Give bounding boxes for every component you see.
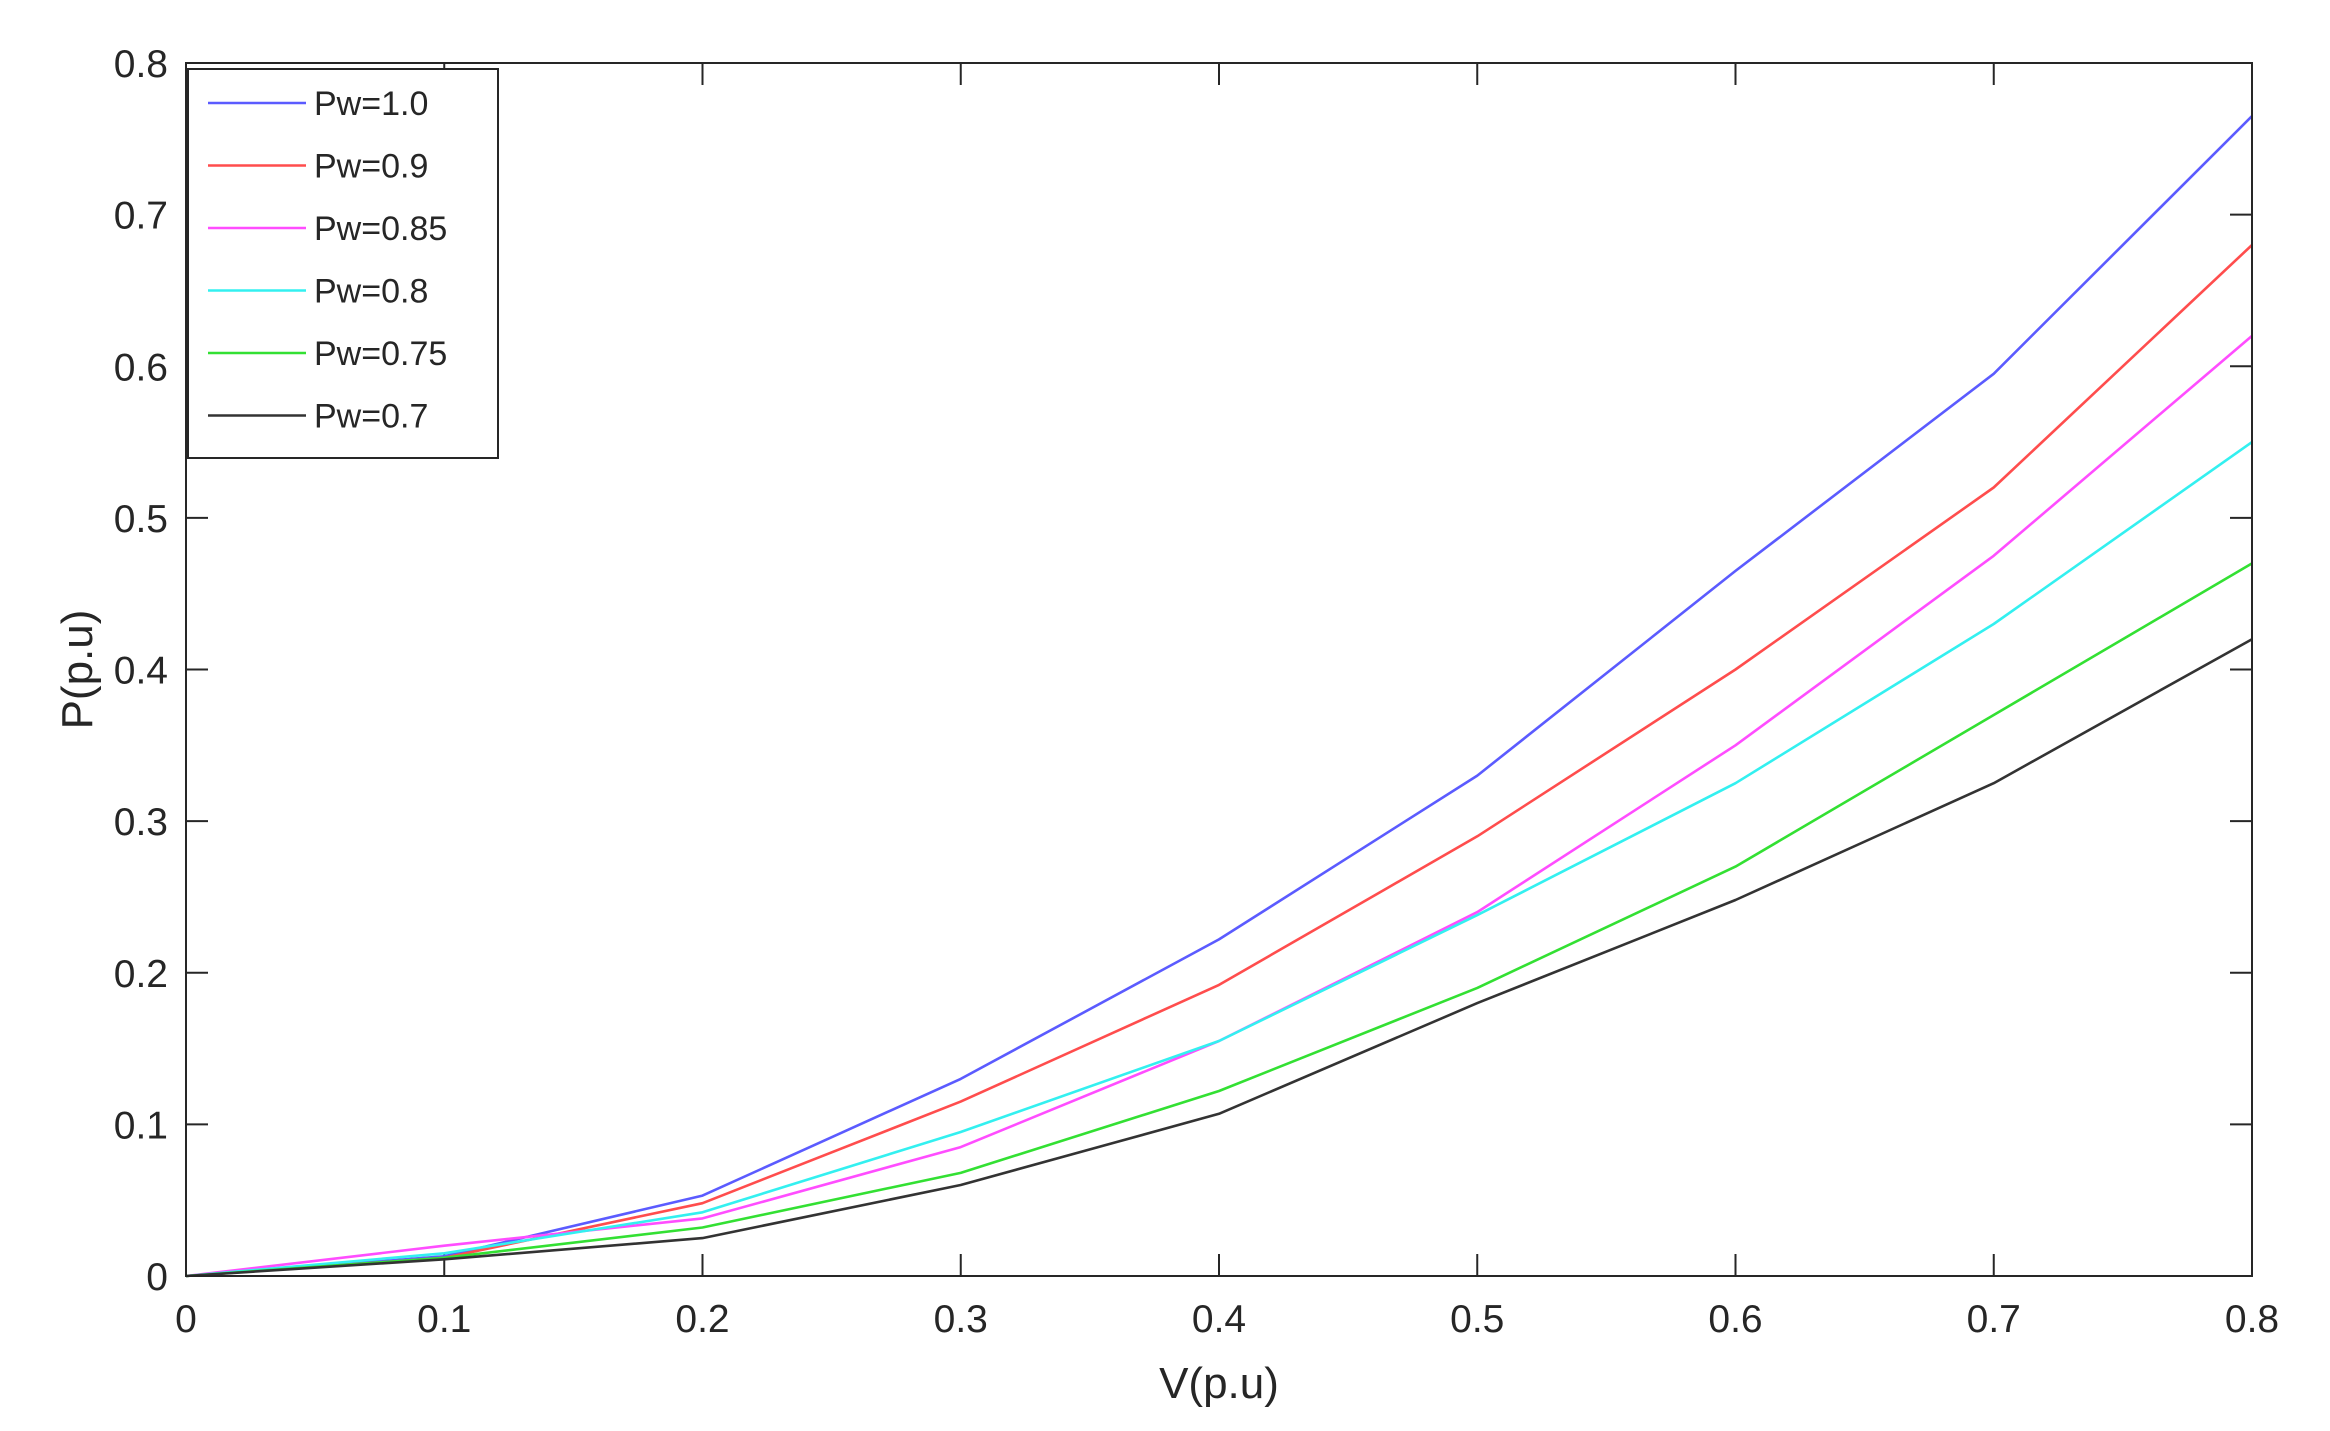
y-tick-label: 0.7 (114, 195, 168, 238)
legend-label-2: Pw=0.85 (314, 210, 447, 248)
legend-label-3: Pw=0.8 (314, 273, 428, 311)
y-tick-label: 0.8 (114, 43, 168, 86)
x-tick-label: 0.3 (934, 1298, 988, 1341)
x-tick-label: 0 (175, 1298, 197, 1341)
axes-box (185, 62, 2253, 1277)
legend-label-1: Pw=0.9 (314, 148, 428, 186)
y-tick-label: 0.2 (114, 953, 168, 996)
y-tick-label: 0.6 (114, 346, 168, 389)
legend-box (187, 68, 499, 459)
legend: Pw=1.0 Pw=0.9 Pw=0.85 Pw=0.8 Pw=0.75 Pw=0.7 (187, 68, 499, 459)
x-axis-title: V(p.u) (1159, 1359, 1279, 1408)
plot-area (186, 63, 2252, 1276)
y-tick-label: 0.5 (114, 498, 168, 541)
legend-label-4: Pw=0.75 (314, 335, 447, 373)
series-line-3 (185, 441, 2253, 1278)
y-tick-label: 0.4 (114, 650, 168, 693)
y-tick-label: 0 (146, 1256, 168, 1299)
series-line-4 (185, 562, 2253, 1278)
y-tick-label: 0.1 (114, 1104, 168, 1147)
x-tick-label: 0.4 (1192, 1298, 1246, 1341)
axis-ticks: 0 0.1 0.2 0.3 0.4 0.5 0.6 0.7 0.8 0 0.1 0.2 0.3 0.4 0.… (114, 43, 2279, 1341)
series-lines (185, 115, 2253, 1278)
legend-label-0: Pw=1.0 (314, 85, 428, 123)
x-tick-label: 0.8 (2225, 1298, 2279, 1341)
legend-label-5: Pw=0.7 (314, 398, 428, 436)
x-tick-label: 0.7 (1967, 1298, 2021, 1341)
x-tick-label: 0.1 (417, 1298, 471, 1341)
x-tick-label: 0.5 (1450, 1298, 1504, 1341)
y-tick-label: 0.3 (114, 801, 168, 844)
x-tick-label: 0.6 (1708, 1298, 1762, 1341)
series-line-5 (185, 638, 2253, 1278)
x-tick-label: 0.2 (675, 1298, 729, 1341)
y-axis-title: P(p.u) (53, 610, 102, 730)
